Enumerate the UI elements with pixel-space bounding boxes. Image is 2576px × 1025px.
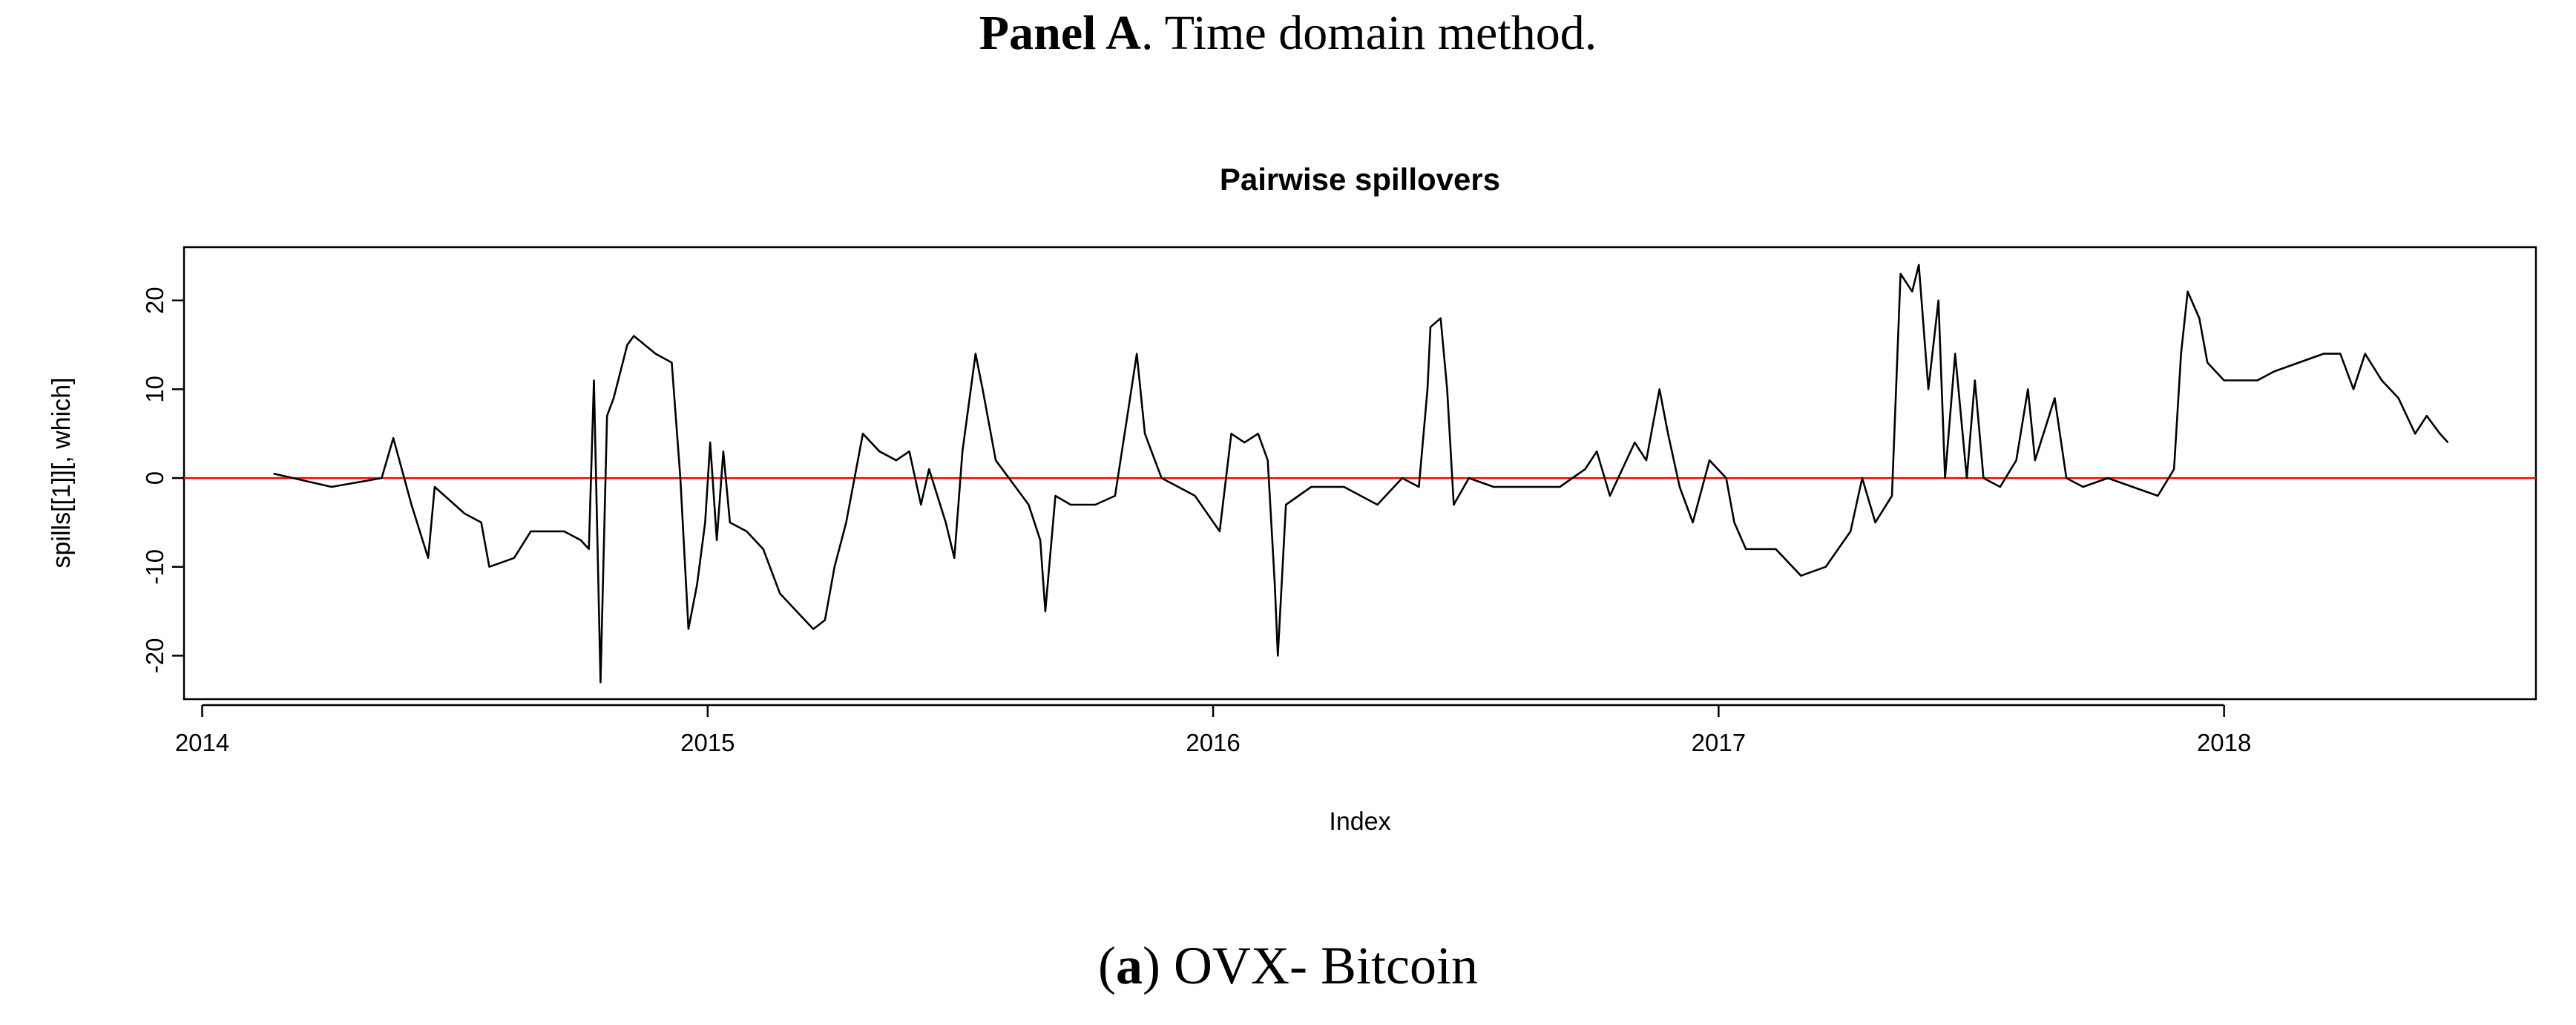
chart-title: Pairwise spillovers bbox=[1220, 162, 1500, 197]
x-tick-label: 2016 bbox=[1186, 729, 1240, 756]
x-tick-label: 2015 bbox=[680, 729, 735, 756]
caption-bold: a bbox=[1116, 936, 1143, 995]
x-tick-label: 2017 bbox=[1692, 729, 1746, 756]
panel-title-rest: . Time domain method. bbox=[1141, 6, 1597, 60]
y-axis-label: spills[[1]][, which] bbox=[47, 378, 76, 569]
x-axis-label: Index bbox=[1329, 808, 1390, 836]
caption-rest: ) OVX- Bitcoin bbox=[1143, 936, 1478, 995]
y-tick-label: -20 bbox=[141, 638, 168, 674]
y-tick-label: 10 bbox=[141, 376, 168, 403]
caption: (a) OVX- Bitcoin bbox=[1098, 936, 1478, 995]
y-tick-label: 20 bbox=[141, 286, 168, 314]
x-tick-label: 2018 bbox=[2197, 729, 2251, 756]
data-line bbox=[273, 263, 2449, 684]
y-tick-label: 0 bbox=[141, 471, 168, 485]
y-tick-label: -10 bbox=[141, 549, 168, 585]
plot-box bbox=[183, 246, 2537, 701]
x-tick-label: 2014 bbox=[175, 729, 229, 756]
panel-title-bold: Panel A bbox=[979, 6, 1142, 60]
panel-title: Panel A. Time domain method. bbox=[979, 6, 1597, 60]
caption-open: ( bbox=[1098, 936, 1116, 995]
